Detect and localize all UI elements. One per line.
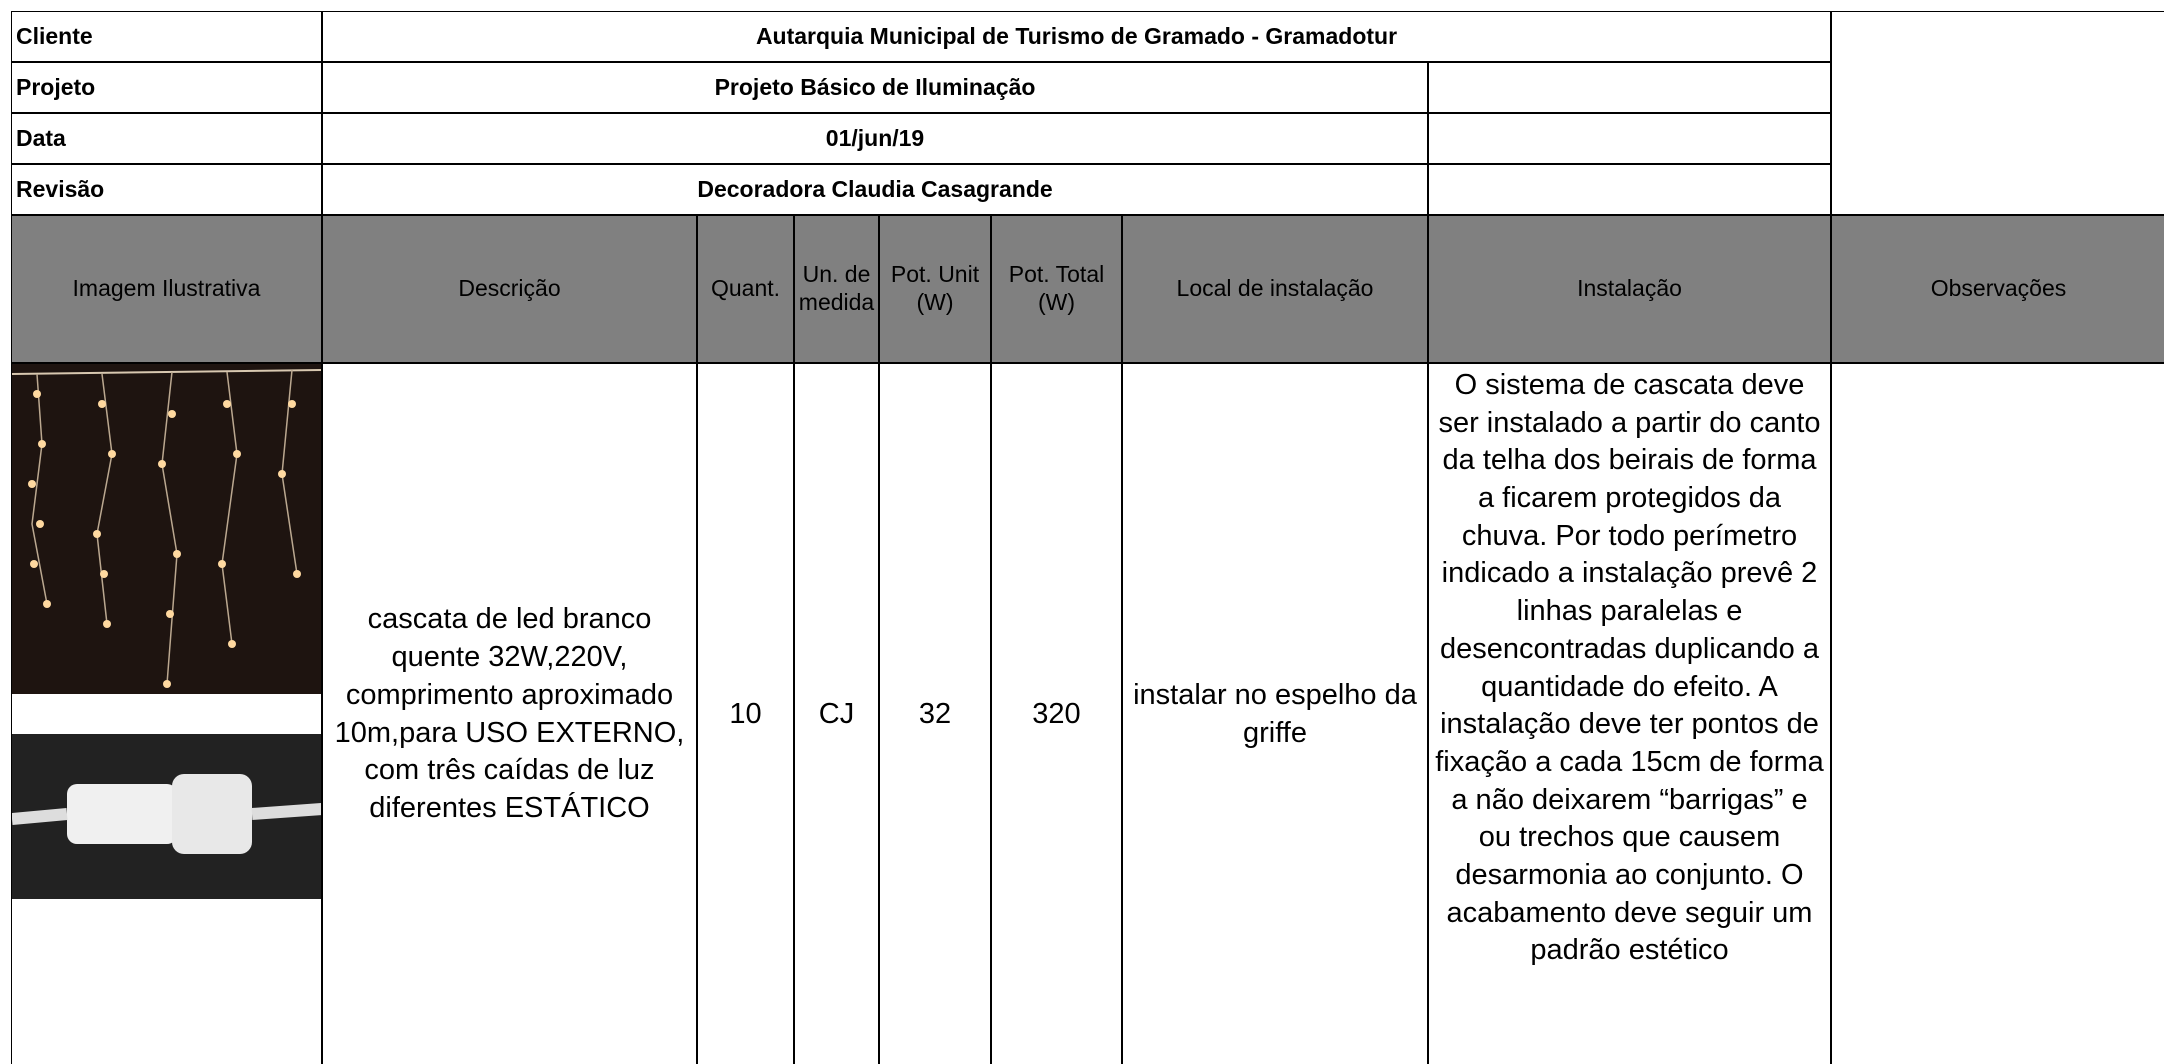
unit-power: 32 (879, 363, 991, 1064)
header-label: Data (11, 113, 322, 164)
empty-cell (1428, 62, 1831, 113)
header-value: Autarquia Municipal de Turismo de Gramad… (322, 11, 1831, 62)
illustration (11, 363, 322, 1064)
column-header: Local de instalação (1122, 215, 1428, 363)
header-label: Revisão (11, 164, 322, 215)
column-header: Instalação (1428, 215, 1831, 363)
column-header: Observações (1831, 215, 2164, 363)
observations (1831, 363, 2164, 1064)
location: instalar no espelho da griffe (1122, 363, 1428, 1064)
header-label: Projeto (11, 62, 322, 113)
header-value: Projeto Básico de Iluminação (322, 62, 1428, 113)
product-images (12, 364, 321, 899)
column-header: Un. de medida (794, 215, 879, 363)
empty-cell (1831, 11, 2164, 215)
column-header: Imagem Ilustrativa (11, 215, 322, 363)
description: cascata de led branco quente 32W,220V, c… (322, 363, 697, 1064)
header-value: Decoradora Claudia Casagrande (322, 164, 1428, 215)
unit: CJ (794, 363, 879, 1064)
total-power: 320 (991, 363, 1122, 1064)
column-header: Quant. (697, 215, 794, 363)
header-value: 01/jun/19 (322, 113, 1428, 164)
column-header: Descrição (322, 215, 697, 363)
installation: O sistema de cascata deve ser instalado … (1428, 363, 1831, 1064)
empty-cell (1428, 164, 1831, 215)
empty-cell (1428, 113, 1831, 164)
column-header: Pot. Total (W) (991, 215, 1122, 363)
quantity: 10 (697, 363, 794, 1064)
header-label: Cliente (11, 11, 322, 62)
column-header: Pot. Unit (W) (879, 215, 991, 363)
